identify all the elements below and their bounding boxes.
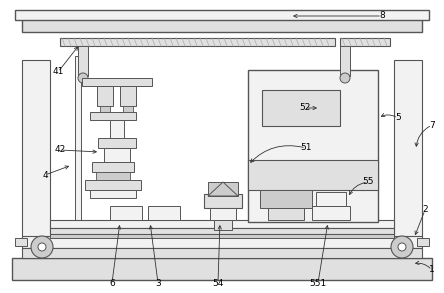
Circle shape: [398, 243, 406, 251]
Text: 51: 51: [300, 144, 312, 152]
Bar: [85, 180, 141, 190]
Circle shape: [78, 73, 88, 83]
Circle shape: [391, 236, 413, 258]
Bar: [22, 236, 422, 248]
Bar: [97, 86, 113, 106]
Bar: [96, 172, 130, 180]
Bar: [12, 258, 432, 280]
Polygon shape: [208, 182, 238, 196]
Bar: [110, 206, 142, 220]
Bar: [92, 162, 134, 172]
Circle shape: [31, 236, 53, 258]
Bar: [248, 70, 378, 222]
Bar: [82, 78, 152, 86]
Bar: [208, 182, 238, 196]
Bar: [204, 194, 242, 208]
Bar: [340, 46, 350, 76]
Text: 41: 41: [52, 67, 63, 76]
Bar: [210, 208, 236, 220]
Circle shape: [340, 73, 350, 83]
Bar: [120, 86, 136, 106]
Text: 8: 8: [379, 11, 385, 21]
Bar: [123, 106, 133, 112]
Bar: [22, 60, 50, 238]
Bar: [50, 220, 394, 228]
Bar: [248, 160, 378, 190]
Text: 55: 55: [362, 178, 374, 187]
Text: 5: 5: [395, 113, 401, 122]
Bar: [50, 228, 394, 234]
Bar: [394, 60, 422, 238]
Bar: [15, 238, 27, 246]
Bar: [104, 148, 130, 162]
Text: 1: 1: [429, 265, 435, 275]
Bar: [98, 138, 136, 148]
Bar: [50, 234, 394, 238]
Text: 52: 52: [299, 103, 311, 113]
Text: 2: 2: [422, 205, 428, 214]
Bar: [22, 12, 422, 32]
Bar: [260, 190, 312, 208]
Text: 3: 3: [155, 279, 161, 287]
Bar: [316, 192, 346, 206]
Text: 42: 42: [54, 146, 66, 154]
Bar: [22, 248, 422, 258]
Bar: [100, 106, 110, 112]
Bar: [148, 206, 180, 220]
Bar: [312, 206, 350, 220]
Text: 4: 4: [42, 171, 48, 180]
Bar: [417, 238, 429, 246]
Bar: [110, 120, 124, 138]
Text: 6: 6: [109, 279, 115, 287]
Bar: [262, 90, 340, 126]
Text: 7: 7: [429, 120, 435, 130]
Text: 54: 54: [212, 279, 224, 287]
Text: 551: 551: [309, 279, 327, 287]
Bar: [268, 208, 304, 220]
Circle shape: [38, 243, 46, 251]
Bar: [15, 10, 429, 20]
Bar: [60, 38, 335, 46]
Bar: [90, 112, 136, 120]
Bar: [78, 46, 88, 76]
Bar: [75, 56, 81, 231]
Bar: [90, 190, 136, 198]
Bar: [340, 38, 390, 46]
Bar: [214, 220, 232, 230]
